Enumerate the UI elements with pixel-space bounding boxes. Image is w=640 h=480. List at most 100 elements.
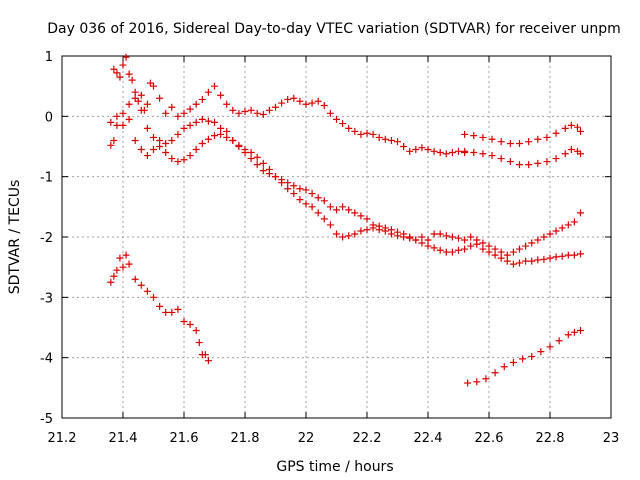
data-point bbox=[247, 149, 255, 157]
data-point bbox=[192, 146, 200, 154]
data-point bbox=[156, 136, 164, 144]
data-point bbox=[479, 245, 487, 253]
data-point bbox=[497, 155, 505, 163]
series-arc-f bbox=[461, 121, 584, 147]
data-point bbox=[174, 158, 182, 166]
data-point bbox=[113, 266, 121, 274]
data-point bbox=[522, 242, 530, 250]
data-point bbox=[143, 100, 151, 108]
data-point bbox=[204, 357, 212, 365]
data-point bbox=[119, 61, 127, 69]
x-tick-label: 22.8 bbox=[536, 431, 565, 446]
data-point bbox=[564, 331, 572, 339]
data-point bbox=[131, 136, 139, 144]
data-point bbox=[204, 88, 212, 96]
data-point bbox=[448, 248, 456, 256]
data-point bbox=[400, 230, 408, 238]
data-point bbox=[351, 230, 359, 238]
data-point bbox=[561, 150, 569, 158]
data-point bbox=[339, 233, 347, 241]
series-arc-d bbox=[107, 251, 212, 365]
data-point bbox=[110, 272, 118, 280]
data-point bbox=[122, 53, 130, 61]
data-point bbox=[156, 94, 164, 102]
data-point bbox=[430, 244, 438, 252]
data-point bbox=[516, 161, 523, 169]
data-point bbox=[217, 124, 225, 132]
data-point bbox=[436, 230, 444, 238]
data-point bbox=[424, 236, 432, 244]
data-point bbox=[577, 127, 584, 135]
data-point bbox=[229, 136, 237, 144]
data-point bbox=[497, 248, 505, 256]
data-point bbox=[174, 112, 182, 120]
data-point bbox=[418, 233, 426, 241]
data-point bbox=[284, 95, 292, 103]
data-point bbox=[430, 230, 438, 238]
data-point bbox=[540, 255, 548, 263]
data-point bbox=[543, 158, 551, 166]
data-point bbox=[461, 147, 469, 155]
data-point bbox=[534, 159, 542, 167]
data-point bbox=[552, 227, 560, 235]
data-point bbox=[192, 118, 200, 126]
data-point bbox=[134, 97, 142, 105]
y-axis-label: SDTVAR / TECUs bbox=[7, 180, 23, 295]
data-point bbox=[107, 141, 115, 149]
data-point bbox=[320, 101, 328, 109]
data-point bbox=[131, 94, 139, 102]
data-point bbox=[491, 245, 499, 253]
data-point bbox=[540, 233, 548, 241]
data-point bbox=[577, 250, 584, 258]
data-point bbox=[180, 124, 188, 132]
data-point bbox=[488, 135, 496, 143]
data-point bbox=[485, 242, 493, 250]
data-point bbox=[296, 97, 304, 105]
data-point bbox=[528, 239, 536, 247]
data-point bbox=[137, 146, 145, 154]
data-point bbox=[204, 117, 212, 125]
data-point bbox=[198, 139, 206, 147]
data-point bbox=[241, 146, 249, 154]
data-point bbox=[418, 144, 426, 152]
data-point bbox=[506, 139, 514, 147]
data-point bbox=[573, 123, 581, 131]
data-point bbox=[198, 95, 206, 103]
data-point bbox=[467, 233, 475, 241]
y-tick-label: -5 bbox=[40, 412, 53, 427]
x-tick-label: 21.6 bbox=[170, 431, 199, 446]
data-point bbox=[143, 152, 151, 160]
x-tick-label: 22.2 bbox=[353, 431, 382, 446]
data-point bbox=[211, 82, 218, 90]
data-point bbox=[534, 256, 542, 264]
x-axis-label: GPS time / hours bbox=[276, 459, 393, 475]
data-point bbox=[192, 100, 200, 108]
data-point bbox=[448, 233, 456, 241]
data-point bbox=[168, 136, 176, 144]
y-tick-label: -3 bbox=[40, 291, 53, 306]
data-point bbox=[567, 146, 575, 154]
data-point bbox=[479, 133, 487, 141]
data-point bbox=[265, 106, 273, 114]
data-point bbox=[314, 97, 322, 105]
data-point bbox=[482, 375, 490, 383]
data-point bbox=[516, 245, 523, 253]
data-point bbox=[436, 246, 444, 254]
data-point bbox=[247, 106, 255, 114]
data-point bbox=[223, 133, 231, 141]
data-point bbox=[394, 138, 401, 146]
data-point bbox=[241, 108, 249, 116]
data-point bbox=[375, 222, 383, 230]
data-point bbox=[552, 155, 560, 163]
data-point bbox=[204, 135, 212, 143]
data-point bbox=[400, 143, 408, 150]
data-point bbox=[464, 379, 472, 387]
data-point bbox=[357, 130, 365, 138]
data-point bbox=[381, 224, 389, 232]
data-point bbox=[162, 139, 170, 147]
data-point bbox=[479, 150, 487, 158]
data-point bbox=[113, 121, 121, 129]
data-point bbox=[558, 224, 566, 232]
data-point bbox=[146, 79, 154, 87]
data-point bbox=[168, 155, 176, 163]
